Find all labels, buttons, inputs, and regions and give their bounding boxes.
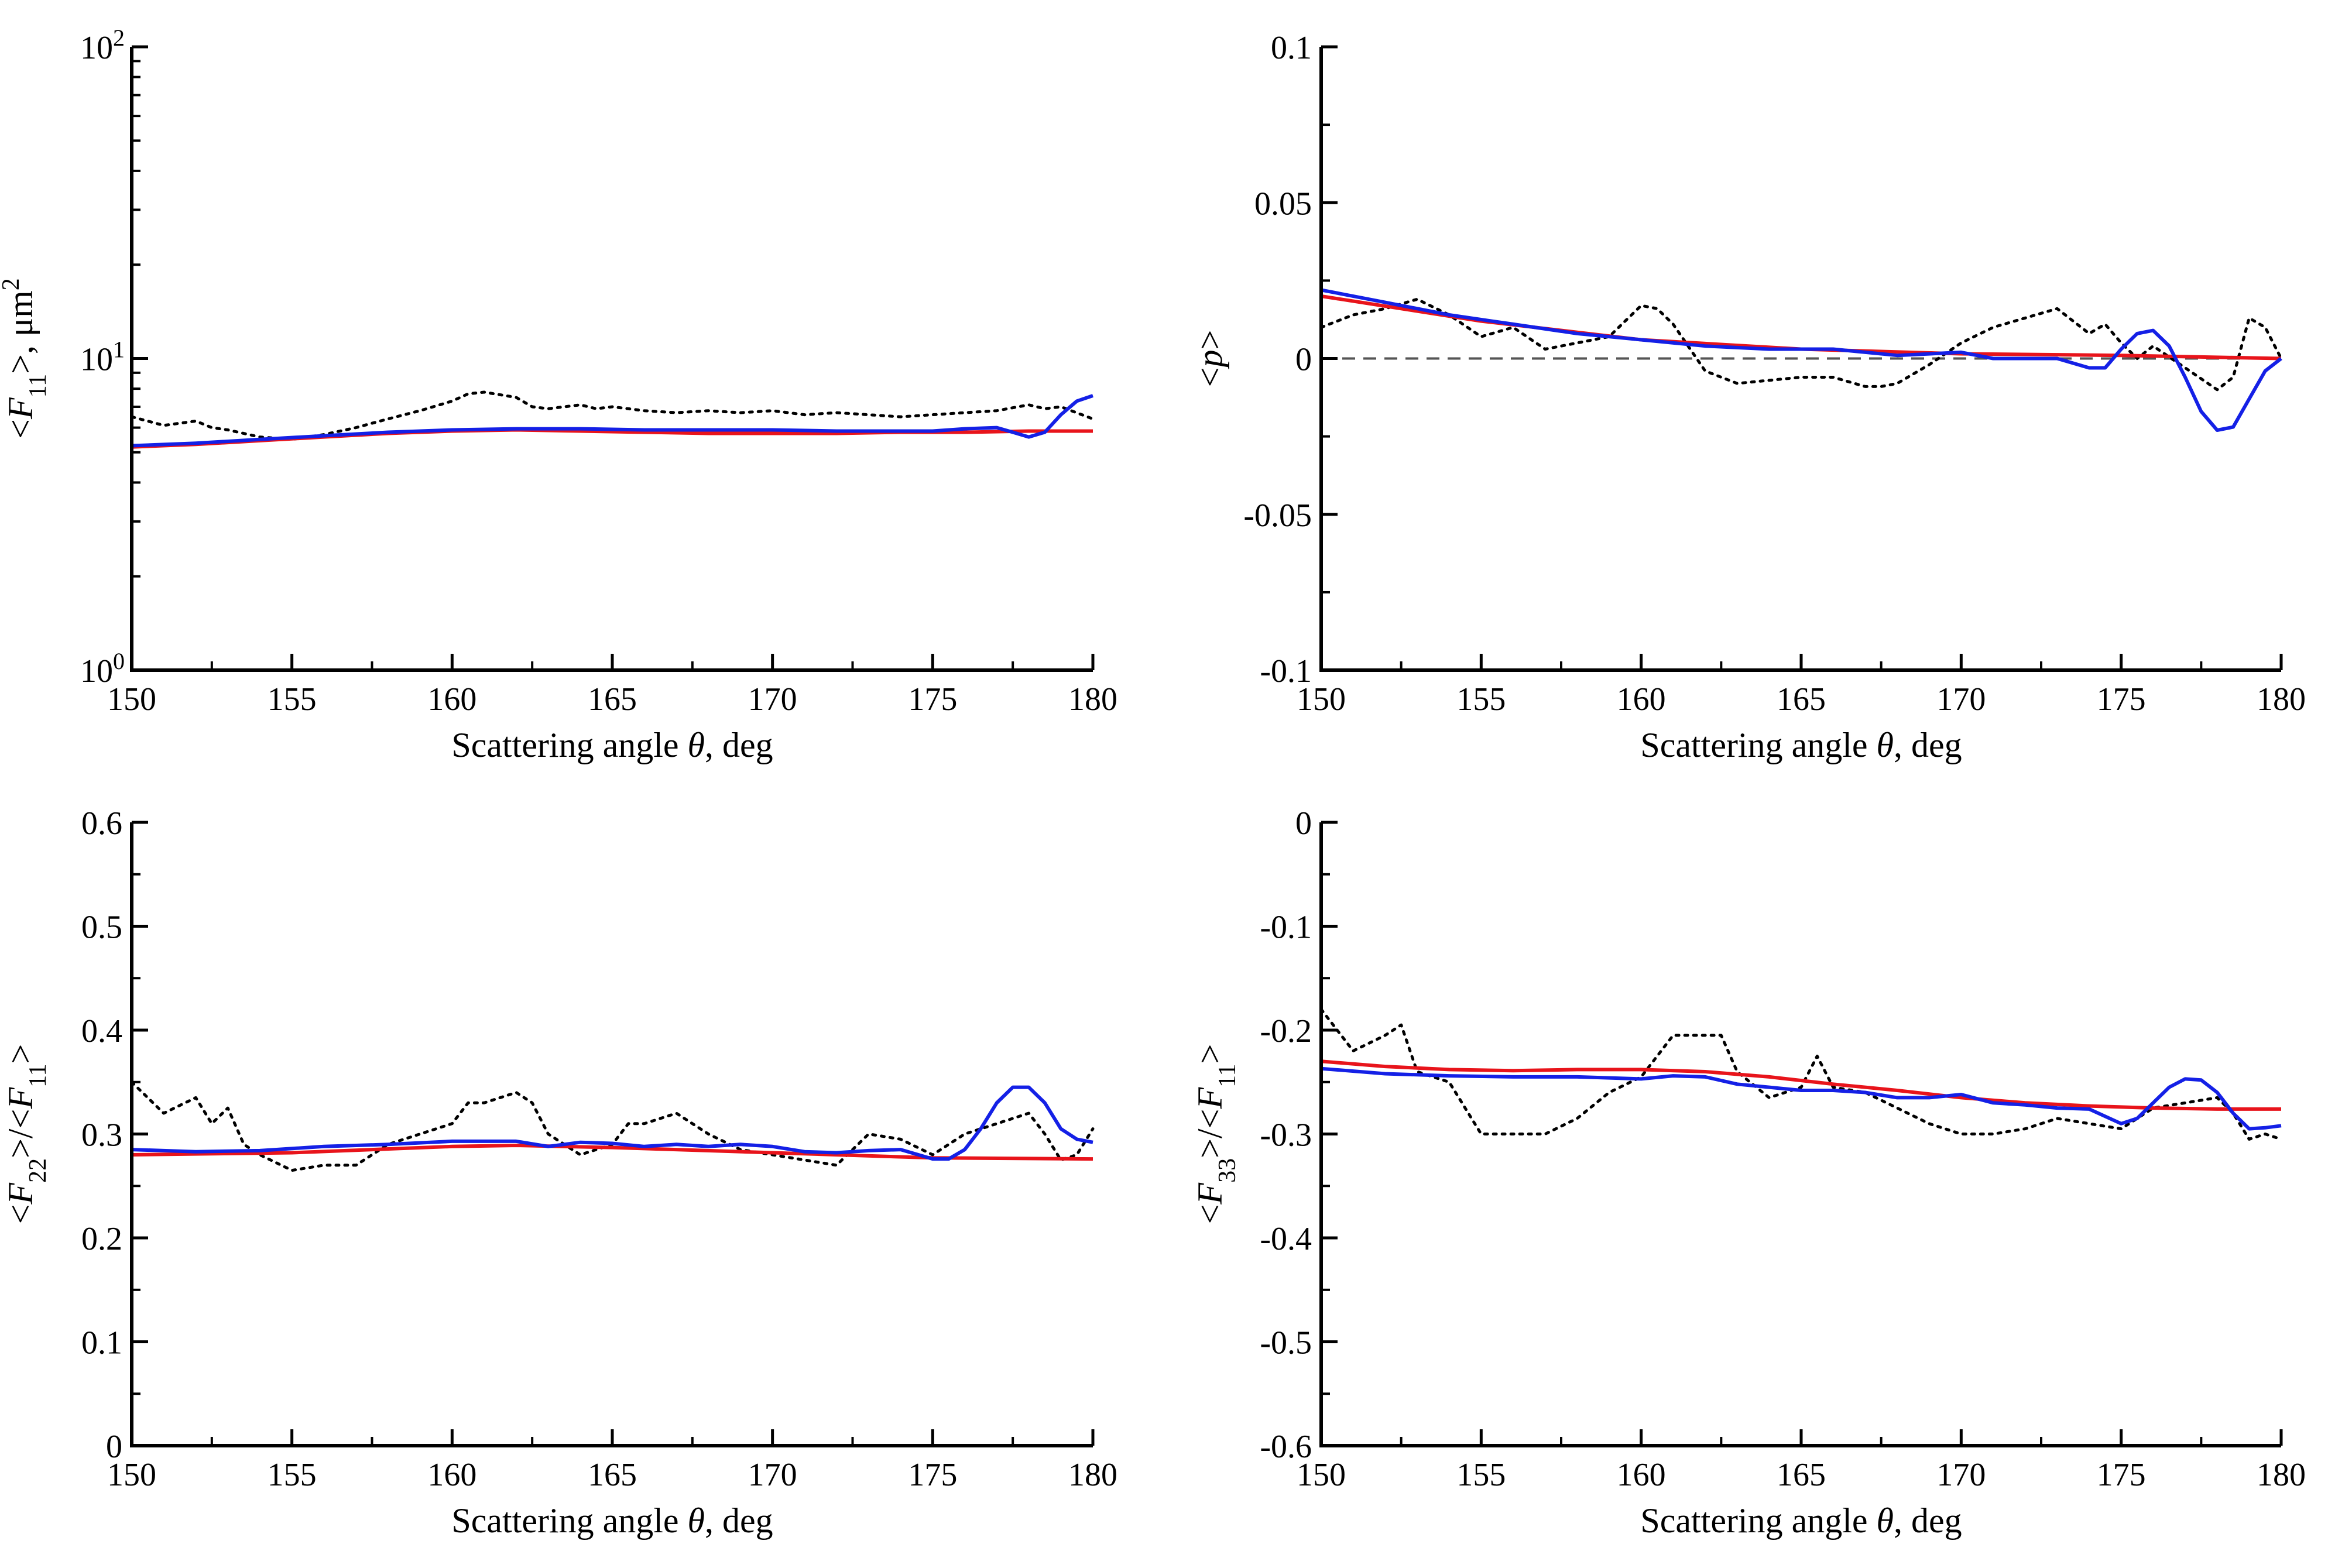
y-axis-label: <F22>/<F11> (1, 1044, 52, 1224)
y-axis-label: <p> (1191, 330, 1229, 387)
x-tick-label: 150 (1297, 1457, 1346, 1493)
x-axis-label: Scattering angle θ, deg (1640, 1501, 1962, 1540)
x-tick-label: 150 (107, 1457, 156, 1493)
x-axis-label: Scattering angle θ, deg (1640, 726, 1962, 764)
x-tick-label: 170 (1936, 1457, 1986, 1493)
chart-panel-p: 150 155 160 165 170 175 180 -0.1 -0.05 0 0.05 0.1 Sc… (1191, 30, 2306, 764)
x-tick-label: 180 (2257, 681, 2306, 718)
series-line-black-dotted (1319, 1008, 2283, 1141)
x-tick-label: 155 (268, 1457, 317, 1493)
x-tick-label: 175 (2097, 1457, 2146, 1493)
x-tick-label: 165 (1777, 681, 1826, 718)
x-tick-label: 180 (2257, 1457, 2306, 1493)
x-tick-label: 180 (1068, 1457, 1117, 1493)
y-tick-label: -0.4 (1260, 1221, 1312, 1257)
y-tick-label: 0.1 (81, 1325, 122, 1361)
x-tick-label: 175 (908, 1457, 957, 1493)
y-tick-label: 0.3 (81, 1117, 122, 1154)
x-tick-label: 155 (1456, 1457, 1506, 1493)
y-tick-label: 0 (1295, 342, 1312, 378)
y-tick-label: 0.6 (81, 805, 122, 842)
y-tick-label: 102 (80, 25, 125, 67)
x-tick-label: 170 (1936, 681, 1986, 718)
x-tick-label: 155 (1456, 681, 1506, 718)
y-axis-label: <F11>, μm2 (0, 278, 52, 439)
y-tick-label: -0.1 (1260, 653, 1312, 689)
x-tick-label: 150 (1297, 681, 1346, 718)
x-tick-label: 160 (427, 681, 476, 718)
x-tick-label: 180 (1068, 681, 1117, 718)
x-tick-label: 165 (588, 1457, 637, 1493)
x-tick-label: 170 (748, 681, 797, 718)
chart-panel-f22: 150 155 160 165 170 175 180 0 0.1 0.2 0.3 0.4 0.5 0.6… (1, 805, 1117, 1540)
series-line-blue (1321, 1066, 2282, 1131)
x-tick-label: 165 (1777, 1457, 1826, 1493)
y-tick-label: -0.2 (1260, 1013, 1312, 1049)
y-tick-label: 0 (1295, 805, 1312, 842)
series-line-blue (1321, 288, 2282, 432)
y-tick-label: -0.6 (1260, 1429, 1312, 1465)
y-tick-label: 101 (80, 336, 125, 378)
x-tick-label: 175 (2097, 681, 2146, 718)
x-axis-label: Scattering angle θ, deg (451, 1501, 773, 1540)
y-tick-label: -0.3 (1260, 1117, 1312, 1154)
x-tick-label: 150 (107, 681, 156, 718)
series-line-red (131, 1144, 1093, 1161)
y-tick-label: 0 (106, 1429, 122, 1465)
y-tick-label: 0.4 (81, 1013, 122, 1049)
x-tick-label: 160 (1617, 1457, 1666, 1493)
x-tick-label: 165 (588, 681, 637, 718)
series-line-blue (131, 1085, 1093, 1161)
y-tick-label: 0.05 (1254, 186, 1312, 222)
y-tick-label: -0.05 (1243, 497, 1312, 534)
series-line-blue (131, 394, 1093, 448)
x-tick-label: 155 (268, 681, 317, 718)
x-tick-label: 160 (427, 1457, 476, 1493)
y-axis-label: <F33>/<F11> (1191, 1044, 1241, 1224)
y-tick-label: -0.5 (1260, 1325, 1312, 1361)
series-line-black-dotted (130, 1080, 1095, 1172)
chart-panel-f33: 150 155 160 165 170 175 180 -0.6 -0.5 -0.4 -0.3 -0.… (1191, 805, 2306, 1540)
series-line-red (1321, 1059, 2281, 1111)
y-tick-label: 0.5 (81, 910, 122, 946)
x-axis-label: Scattering angle θ, deg (451, 726, 773, 764)
y-tick-label: 100 (80, 648, 125, 690)
y-tick-label: 0.2 (81, 1221, 122, 1257)
x-tick-label: 160 (1617, 681, 1666, 718)
y-tick-label: -0.1 (1260, 910, 1312, 946)
chart-panel-f11: 150 155 160 165 170 175 180 100 101 102 Scattering… (0, 25, 1117, 765)
x-tick-label: 175 (908, 681, 957, 718)
y-tick-label: 0.1 (1271, 30, 1312, 66)
series-line-black-dotted (1319, 297, 2283, 392)
x-tick-label: 170 (748, 1457, 797, 1493)
